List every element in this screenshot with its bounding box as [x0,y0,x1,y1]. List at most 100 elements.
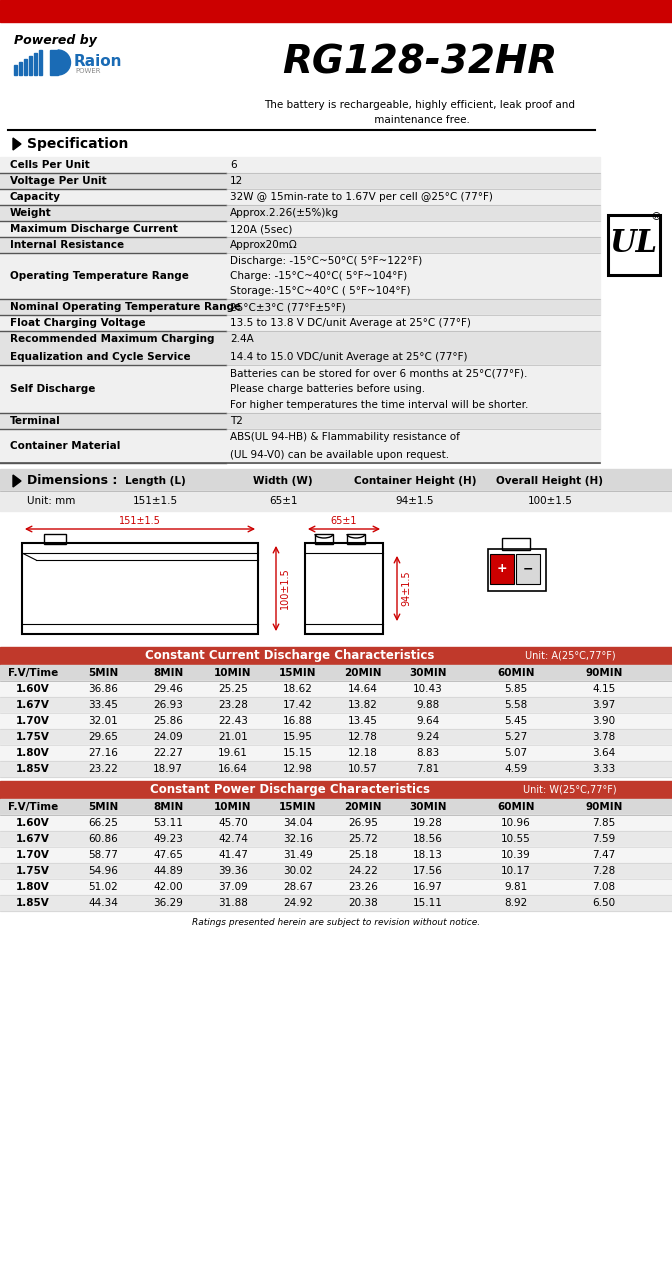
Text: 1.85V: 1.85V [16,764,50,774]
Wedge shape [58,50,71,76]
Text: 8MIN: 8MIN [153,803,183,812]
Text: 33.45: 33.45 [88,700,118,710]
Text: Equalization and Cycle Service: Equalization and Cycle Service [10,352,191,361]
Text: 8MIN: 8MIN [153,668,183,678]
Bar [0,221,600,237]
Bar [0,365,600,413]
Bar [0,698,672,713]
Text: 28.67: 28.67 [283,882,313,892]
Text: 15MIN: 15MIN [280,803,317,812]
Bar [608,215,660,275]
Text: 94±1.5: 94±1.5 [401,571,411,607]
Text: Ratings presented herein are subject to revision without notice.: Ratings presented herein are subject to … [192,918,480,927]
Text: 25.18: 25.18 [348,850,378,860]
Text: 66.25: 66.25 [88,818,118,828]
Text: Voltage Per Unit: Voltage Per Unit [10,175,107,186]
Text: 10.43: 10.43 [413,684,443,694]
Text: 9.81: 9.81 [505,882,528,892]
Text: 10.39: 10.39 [501,850,531,860]
Text: RG128-32HR: RG128-32HR [282,44,558,81]
Text: 30MIN: 30MIN [409,668,447,678]
Text: Powered by: Powered by [14,35,97,47]
Bar [22,543,258,634]
Text: 15.11: 15.11 [413,899,443,908]
Text: Container Height (H): Container Height (H) [353,476,476,486]
Text: Weight: Weight [10,207,52,218]
Text: Operating Temperature Range: Operating Temperature Range [10,271,189,282]
Text: 1.70V: 1.70V [16,716,50,726]
Text: 5.45: 5.45 [505,716,528,726]
Bar [0,300,600,315]
Text: Raion: Raion [74,54,122,69]
Bar [0,799,672,815]
Text: 17.56: 17.56 [413,867,443,876]
Text: 90MIN: 90MIN [585,668,623,678]
Text: Internal Resistance: Internal Resistance [10,241,124,250]
Bar [14,65,17,76]
Text: 25°C±3°C (77°F±5°F): 25°C±3°C (77°F±5°F) [230,302,346,312]
Text: 54.96: 54.96 [88,867,118,876]
Bar [0,492,672,511]
Text: 100±1.5: 100±1.5 [280,567,290,609]
Text: 10.57: 10.57 [348,764,378,774]
Text: 1.80V: 1.80V [16,748,50,758]
Bar [0,730,672,745]
Text: 1.67V: 1.67V [16,835,50,844]
Bar [0,847,672,863]
Text: 60.86: 60.86 [88,835,118,844]
Text: 3.97: 3.97 [593,700,616,710]
Text: 1.60V: 1.60V [16,818,50,828]
Text: 16.97: 16.97 [413,882,443,892]
Text: Cells Per Unit: Cells Per Unit [10,160,90,170]
Text: 45.70: 45.70 [218,818,248,828]
Bar [0,468,672,492]
Bar [488,549,546,591]
Bar [0,205,600,221]
Text: 30.02: 30.02 [283,867,312,876]
Text: 1.75V: 1.75V [16,732,50,742]
Text: 26.95: 26.95 [348,818,378,828]
Text: F.V/Time: F.V/Time [8,803,58,812]
Bar [29,56,32,76]
Text: 3.78: 3.78 [593,732,616,742]
Text: 24.09: 24.09 [153,732,183,742]
Bar [44,534,66,544]
Text: 10.17: 10.17 [501,867,531,876]
Bar [0,681,672,698]
Text: 44.89: 44.89 [153,867,183,876]
Text: Terminal: Terminal [10,416,60,426]
Text: Dimensions :: Dimensions : [27,475,118,488]
Text: Constant Current Discharge Characteristics: Constant Current Discharge Characteristi… [145,649,435,663]
Text: Maximum Discharge Current: Maximum Discharge Current [10,224,178,234]
Text: 16.64: 16.64 [218,764,248,774]
Text: 16.88: 16.88 [283,716,313,726]
Text: Unit: A(25°C,77°F): Unit: A(25°C,77°F) [525,652,616,660]
Text: Approx.2.26(±5%)kg: Approx.2.26(±5%)kg [230,207,339,218]
Text: 12.98: 12.98 [283,764,313,774]
Text: 6: 6 [230,160,237,170]
Bar [0,332,600,365]
Bar [490,554,514,584]
Bar [315,534,333,544]
Bar [0,429,600,463]
Bar [34,52,37,76]
Text: 2.4A: 2.4A [230,334,254,344]
Text: 23.22: 23.22 [88,764,118,774]
Bar [0,879,672,895]
Text: 47.65: 47.65 [153,850,183,860]
Bar [0,157,600,173]
Bar [19,61,22,76]
Text: 65±1: 65±1 [269,495,297,506]
Bar [0,895,672,911]
Polygon shape [13,138,21,150]
Text: Length (L): Length (L) [124,476,185,486]
Text: 8.92: 8.92 [505,899,528,908]
Text: 36.86: 36.86 [88,684,118,694]
Text: 12: 12 [230,175,243,186]
Bar [0,253,600,300]
Text: 13.82: 13.82 [348,700,378,710]
Text: 6.50: 6.50 [593,899,616,908]
Text: 41.47: 41.47 [218,850,248,860]
Text: Unit: W(25°C,77°F): Unit: W(25°C,77°F) [523,785,617,795]
Text: 1.70V: 1.70V [16,850,50,860]
